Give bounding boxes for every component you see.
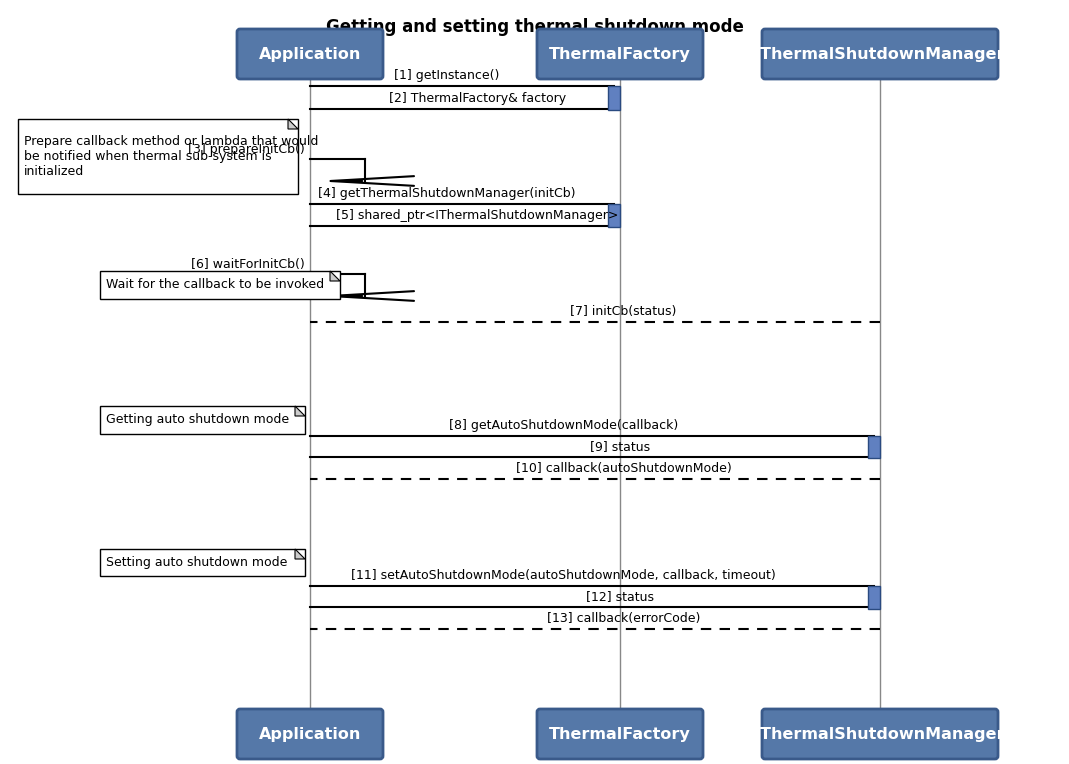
FancyBboxPatch shape: [762, 709, 998, 759]
Text: ThermalFactory: ThermalFactory: [549, 47, 691, 61]
Text: IThermalShutdownManager: IThermalShutdownManager: [755, 727, 1005, 742]
Text: [2] ThermalFactory& factory: [2] ThermalFactory& factory: [389, 92, 566, 105]
Text: [13] callback(errorCode): [13] callback(errorCode): [547, 612, 700, 625]
FancyBboxPatch shape: [237, 29, 383, 79]
Bar: [608, 86, 620, 110]
Text: [6] waitForInitCb(): [6] waitForInitCb(): [191, 258, 305, 271]
Text: Application: Application: [259, 727, 361, 742]
Text: Wait for the callback to be invoked: Wait for the callback to be invoked: [106, 279, 324, 292]
Bar: [100, 271, 340, 299]
Bar: [18, 119, 298, 194]
Text: Setting auto shutdown mode: Setting auto shutdown mode: [106, 556, 288, 569]
Text: [8] getAutoShutdownMode(callback): [8] getAutoShutdownMode(callback): [449, 419, 679, 432]
Text: [7] initCb(status): [7] initCb(status): [571, 305, 677, 318]
Bar: [100, 549, 305, 576]
Text: [12] status: [12] status: [586, 590, 654, 603]
Bar: [100, 406, 305, 434]
Text: [4] getThermalShutdownManager(initCb): [4] getThermalShutdownManager(initCb): [319, 187, 575, 200]
Bar: [868, 586, 880, 609]
Polygon shape: [295, 406, 305, 416]
FancyBboxPatch shape: [762, 29, 998, 79]
Text: [11] setAutoShutdownMode(autoShutdownMode, callback, timeout): [11] setAutoShutdownMode(autoShutdownMod…: [352, 569, 776, 582]
Text: [3] prepareInitCb(): [3] prepareInitCb(): [188, 143, 305, 156]
Bar: [868, 436, 880, 458]
Polygon shape: [295, 549, 305, 559]
Polygon shape: [330, 271, 340, 281]
Text: [1] getInstance(): [1] getInstance(): [394, 69, 499, 82]
Text: [10] callback(autoShutdownMode): [10] callback(autoShutdownMode): [515, 462, 731, 475]
Text: Application: Application: [259, 47, 361, 61]
Text: Prepare callback method or lambda that would
be notified when thermal sub-system: Prepare callback method or lambda that w…: [24, 135, 319, 178]
FancyBboxPatch shape: [237, 709, 383, 759]
Text: ThermalFactory: ThermalFactory: [549, 727, 691, 742]
Polygon shape: [288, 119, 298, 129]
Text: [5] shared_ptr<IThermalShutdownManager>: [5] shared_ptr<IThermalShutdownManager>: [336, 209, 618, 222]
Text: IThermalShutdownManager: IThermalShutdownManager: [755, 47, 1005, 61]
Text: [9] status: [9] status: [590, 440, 650, 453]
FancyBboxPatch shape: [537, 709, 703, 759]
Text: Getting auto shutdown mode: Getting auto shutdown mode: [106, 413, 289, 426]
Bar: [608, 204, 620, 227]
FancyBboxPatch shape: [537, 29, 703, 79]
Text: Getting and setting thermal shutdown mode: Getting and setting thermal shutdown mod…: [326, 18, 743, 36]
